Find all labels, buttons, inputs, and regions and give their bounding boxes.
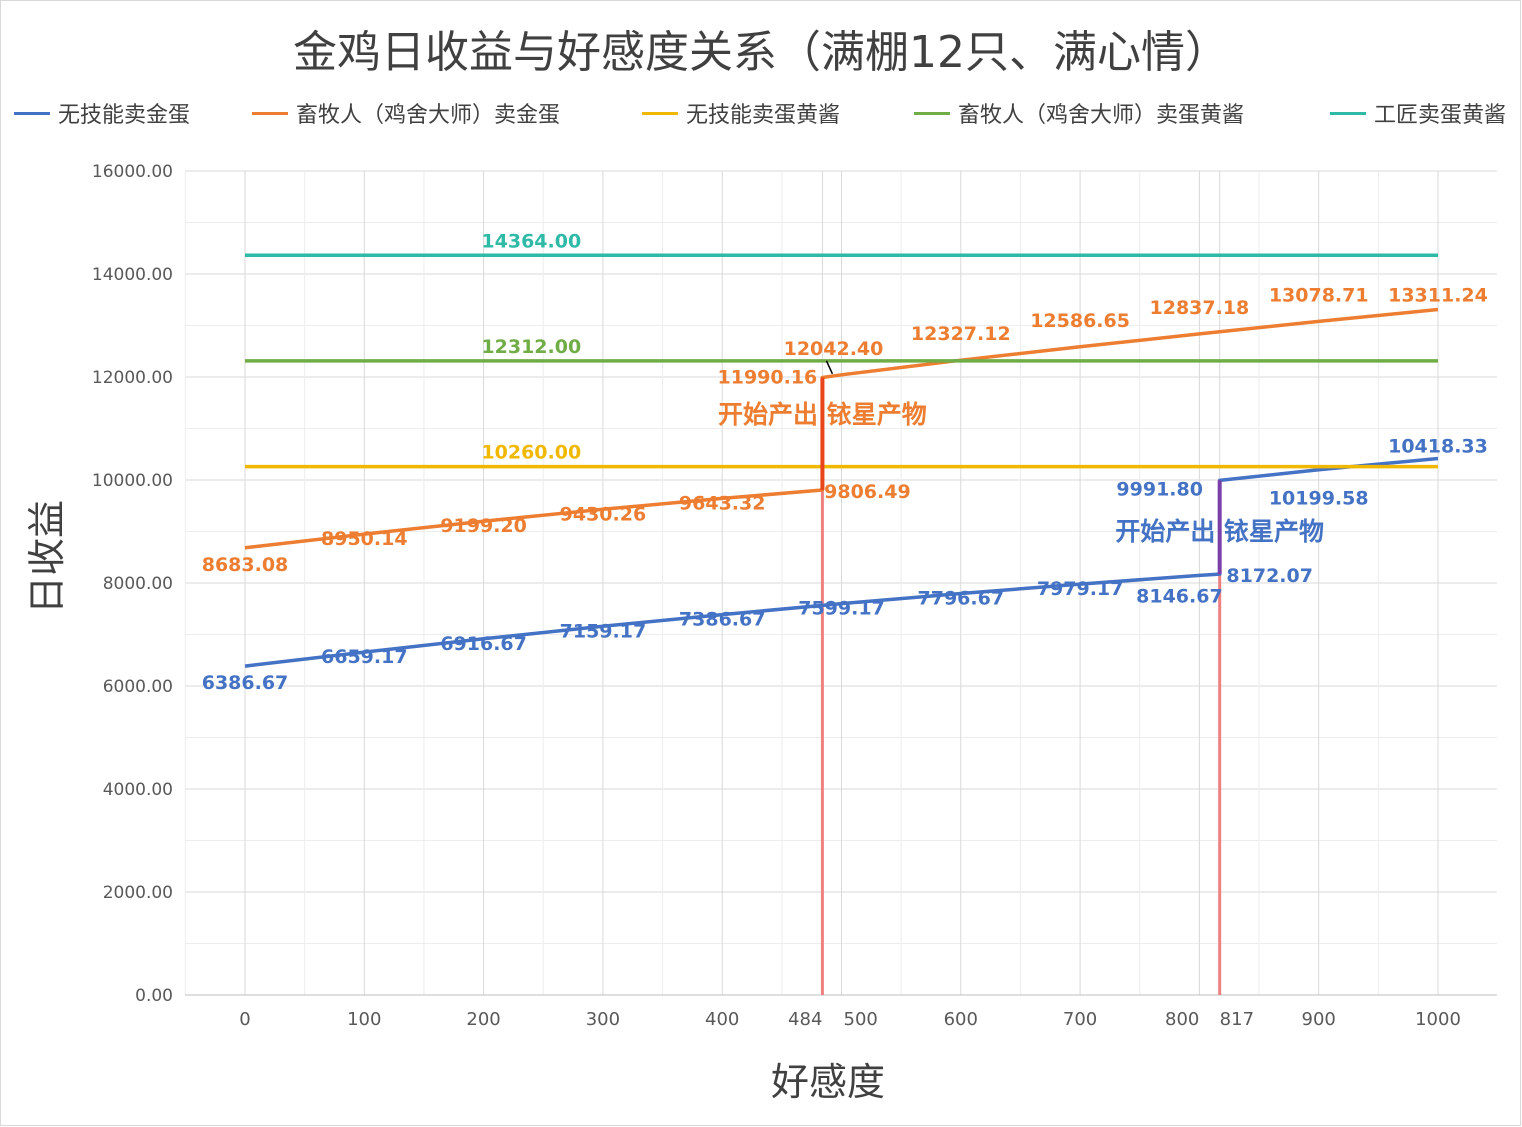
data-label: 8950.14 xyxy=(321,528,408,550)
legend-item-series-4[interactable]: 畜牧人（鸡舍大师）卖蛋黄酱 xyxy=(914,96,1244,130)
legend-label-series-5: 工匠卖蛋黄酱 xyxy=(1374,103,1507,128)
data-label: 12042.40 xyxy=(784,338,884,360)
data-label: 10260.00 xyxy=(481,442,581,464)
x-tick-label: 100 xyxy=(347,1009,381,1030)
legend-label-series-3: 无技能卖蛋黄酱 xyxy=(686,103,841,128)
x-axis-title: 好感度 xyxy=(771,1060,885,1104)
x-tick-label: 300 xyxy=(586,1009,620,1030)
data-label: 8146.67 xyxy=(1136,585,1223,607)
legend-swatch-series-2 xyxy=(252,111,288,115)
data-label: 12837.18 xyxy=(1150,297,1250,319)
legend-label-series-4: 畜牧人（鸡舍大师）卖蛋黄酱 xyxy=(958,103,1245,128)
data-label: 7979.17 xyxy=(1037,578,1124,600)
y-tick-label: 12000.00 xyxy=(92,368,173,388)
data-label: 12586.65 xyxy=(1030,310,1130,332)
label-leader-line xyxy=(825,360,834,375)
data-label: 9430.26 xyxy=(560,503,647,525)
data-label: 11990.16 xyxy=(718,367,818,389)
x-tick-label: 200 xyxy=(466,1009,500,1030)
data-label: 10199.58 xyxy=(1269,488,1369,510)
x-tick-label: 400 xyxy=(705,1009,739,1030)
data-label: 6659.17 xyxy=(321,646,408,668)
data-label: 9643.32 xyxy=(679,492,766,514)
series-line-2 xyxy=(244,307,1439,550)
data-label: 9199.20 xyxy=(440,515,527,537)
legend-swatch-series-3 xyxy=(642,111,678,115)
x-tick-label: 600 xyxy=(944,1009,978,1030)
y-tick-label: 4000.00 xyxy=(103,780,173,800)
y-tick-label: 8000.00 xyxy=(103,574,173,594)
y-tick-label: 10000.00 xyxy=(92,471,173,491)
legend-item-series-5[interactable]: 工匠卖蛋黄酱 xyxy=(1330,96,1506,130)
x-tick-label: 800 xyxy=(1165,1009,1199,1030)
y-axis-title: 日收益 xyxy=(25,500,69,614)
legend-item-series-3[interactable]: 无技能卖蛋黄酱 xyxy=(642,96,840,130)
y-tick-label: 16000.00 xyxy=(92,162,173,182)
data-label: 14364.00 xyxy=(481,230,581,252)
legend-swatch-series-4 xyxy=(914,111,950,115)
legend-label-series-2: 畜牧人（鸡舍大师）卖金蛋 xyxy=(296,103,561,128)
legend-label-series-1: 无技能卖金蛋 xyxy=(58,103,191,128)
data-label: 12327.12 xyxy=(911,323,1011,345)
y-tick-label: 6000.00 xyxy=(103,677,173,697)
x-tick-label: 0 xyxy=(239,1009,250,1030)
data-label: 7386.67 xyxy=(679,609,766,631)
data-label: 13078.71 xyxy=(1269,284,1369,306)
legend-item-series-1[interactable]: 无技能卖金蛋 xyxy=(14,96,190,130)
x-tick-label: 817 xyxy=(1220,1009,1254,1030)
x-tick-label: 1000 xyxy=(1415,1009,1461,1030)
data-label: 7599.17 xyxy=(798,598,885,620)
y-tick-label: 0.00 xyxy=(135,986,173,1006)
x-tick-label: 484 xyxy=(788,1009,822,1030)
data-label: 13311.24 xyxy=(1388,284,1488,306)
series-line-1 xyxy=(244,456,1439,668)
chart-title: 金鸡日收益与好感度关系（满棚12只、满心情） xyxy=(293,27,1229,78)
data-label: 7796.67 xyxy=(918,587,1005,609)
data-label: 6386.67 xyxy=(202,672,289,694)
x-tick-label: 900 xyxy=(1302,1009,1336,1030)
data-label: 9806.49 xyxy=(824,481,911,503)
data-label: 9991.80 xyxy=(1116,478,1203,500)
y-tick-label: 14000.00 xyxy=(92,265,173,285)
annotation-label: 开始产出 铱星产物 xyxy=(718,400,927,429)
data-label: 8172.07 xyxy=(1226,565,1313,587)
x-tick-label: 500 xyxy=(844,1009,878,1030)
data-label: 10418.33 xyxy=(1388,435,1488,457)
data-label: 12312.00 xyxy=(481,336,581,358)
legend-item-series-2[interactable]: 畜牧人（鸡舍大师）卖金蛋 xyxy=(252,96,560,130)
annotation-label: 开始产出 铱星产物 xyxy=(1115,517,1324,546)
y-tick-label: 2000.00 xyxy=(103,883,173,903)
data-label: 6916.67 xyxy=(440,633,527,655)
data-label: 7159.17 xyxy=(560,620,647,642)
x-tick-label: 700 xyxy=(1063,1009,1097,1030)
legend-swatch-series-5 xyxy=(1330,111,1366,115)
legend-swatch-series-1 xyxy=(14,111,50,115)
legend: 无技能卖金蛋 畜牧人（鸡舍大师）卖金蛋 无技能卖蛋黄酱 畜牧人（鸡舍大师）卖蛋黄… xyxy=(0,96,1522,130)
data-label: 8683.08 xyxy=(202,554,289,576)
